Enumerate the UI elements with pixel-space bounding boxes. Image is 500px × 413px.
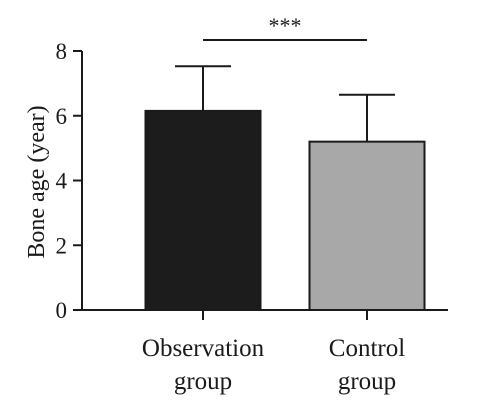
category-label-0-line-0: Observation [142, 335, 265, 362]
y-axis-label: Bone age (year) [24, 105, 50, 258]
x-axis [82, 309, 448, 320]
significance-label: *** [269, 13, 302, 38]
y-tick-label: 6 [56, 104, 68, 129]
category-label-1-line-1: group [338, 368, 396, 395]
bar-1 [308, 140, 426, 311]
y-ticks: 0 2 4 6 8 [56, 39, 82, 323]
y-tick-label: 4 [56, 169, 68, 194]
significance-annotation: *** [203, 13, 367, 41]
category-labels: Observation group Control group [142, 335, 405, 395]
bar-0 [144, 109, 262, 311]
error-bars [175, 65, 395, 142]
y-tick-label: 8 [56, 39, 68, 64]
y-tick-label: 2 [56, 233, 68, 258]
category-label-1-line-0: Control [329, 335, 405, 362]
y-tick-label: 0 [56, 298, 68, 323]
category-label-0-line-1: group [174, 368, 232, 395]
bars [144, 109, 426, 311]
